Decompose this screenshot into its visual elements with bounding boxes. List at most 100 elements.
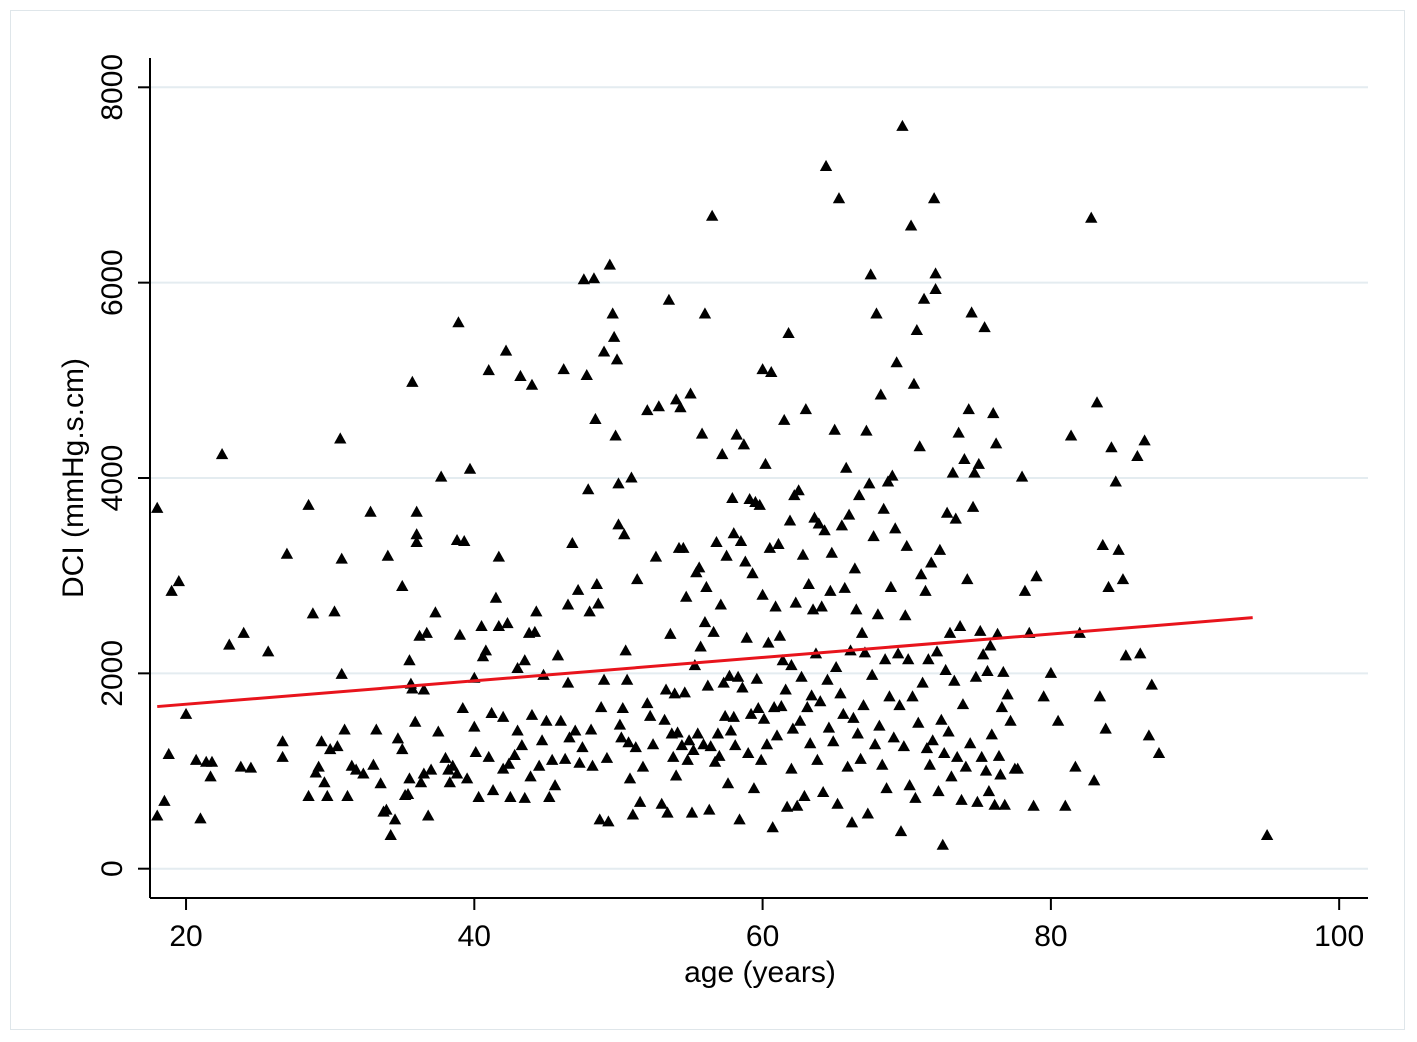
data-point-triangle — [971, 795, 984, 807]
data-point-triangle — [900, 539, 913, 551]
data-point-triangle — [727, 710, 740, 722]
data-point-triangle — [927, 192, 941, 204]
data-point-triangle — [597, 345, 611, 357]
data-point-triangle — [205, 755, 219, 767]
data-point-triangle — [603, 258, 616, 270]
data-point-triangle — [569, 724, 582, 736]
data-point-triangle — [819, 159, 833, 171]
data-point-triangle — [643, 709, 657, 721]
data-point-triangle — [899, 609, 912, 621]
data-point-triangle — [622, 736, 635, 748]
data-point-triangle — [620, 673, 634, 685]
data-point-triangle — [530, 605, 543, 617]
data-point-triangle — [916, 676, 929, 688]
data-point-triangle — [306, 607, 320, 619]
data-point-triangle — [524, 770, 537, 782]
data-point-triangle — [612, 518, 625, 530]
data-point-triangle — [667, 750, 680, 762]
data-point-triangle — [677, 541, 690, 553]
data-point-triangle — [551, 649, 565, 661]
x-tick-label: 60 — [746, 920, 779, 953]
data-point-triangle — [453, 628, 467, 640]
data-point-triangle — [381, 549, 395, 561]
data-point-triangle — [802, 577, 815, 590]
data-point-triangle — [744, 707, 758, 719]
data-point-triangle — [824, 584, 837, 596]
data-point-triangle — [633, 795, 647, 807]
data-point-triangle — [704, 740, 717, 752]
data-point-triangle — [982, 785, 996, 797]
data-point-triangle — [897, 740, 911, 752]
data-point-triangle — [476, 650, 490, 662]
data-point-triangle — [380, 803, 393, 815]
data-point-triangle — [543, 790, 556, 802]
data-point-triangle — [987, 407, 1000, 419]
data-point-triangle — [616, 702, 629, 714]
data-point-triangle — [452, 316, 465, 328]
data-point-triangle — [881, 475, 895, 487]
data-point-triangle — [854, 752, 867, 764]
data-point-triangle — [335, 552, 348, 564]
data-point-triangle — [850, 603, 863, 615]
y-tick-label: 2000 — [96, 640, 129, 707]
data-point-triangle — [486, 784, 500, 796]
data-point-triangle — [669, 769, 683, 781]
data-point-triangle — [472, 790, 485, 802]
data-point-triangle — [763, 541, 776, 553]
data-point-triangle — [906, 690, 919, 702]
data-point-triangle — [700, 580, 713, 592]
data-point-triangle — [315, 735, 328, 747]
data-point-triangle — [956, 698, 970, 710]
data-point-triangle — [917, 292, 931, 304]
data-point-triangle — [566, 536, 579, 548]
data-point-triangle — [848, 562, 862, 574]
data-point-triangle — [789, 596, 802, 608]
data-point-triangle — [573, 756, 586, 768]
data-point-triangle — [855, 626, 869, 638]
data-point-triangle — [204, 770, 217, 782]
data-point-triangle — [669, 393, 683, 405]
data-point-triangle — [978, 321, 991, 333]
data-point-triangle — [244, 761, 258, 773]
data-point-triangle — [718, 709, 732, 721]
data-point-triangle — [798, 789, 811, 801]
data-point-triangle — [952, 426, 965, 438]
data-point-triangle — [780, 800, 794, 812]
data-point-triangle — [752, 702, 765, 714]
data-point-triangle — [563, 731, 576, 743]
data-point-triangle — [976, 648, 990, 660]
data-point-triangle — [783, 514, 797, 526]
data-point-triangle — [926, 734, 939, 746]
data-point-triangle — [1085, 211, 1098, 223]
data-point-triangle — [1087, 774, 1101, 786]
data-point-triangle — [914, 568, 928, 580]
data-point-triangle — [582, 483, 595, 495]
data-point-triangle — [717, 676, 730, 688]
data-point-triangle — [701, 679, 715, 691]
data-point-triangle — [1044, 666, 1058, 678]
data-point-triangle — [886, 469, 899, 481]
data-point-triangle — [775, 700, 788, 712]
data-point-triangle — [367, 758, 380, 770]
data-point-triangle — [827, 735, 840, 747]
data-point-triangle — [760, 738, 774, 750]
data-point-triangle — [580, 368, 593, 380]
data-point-triangle — [726, 492, 739, 504]
data-point-triangle — [951, 750, 964, 762]
data-point-triangle — [276, 750, 289, 762]
data-point-triangle — [776, 654, 789, 666]
data-point-triangle — [837, 707, 850, 719]
data-point-triangle — [652, 400, 665, 412]
data-point-triangle — [1134, 647, 1147, 659]
data-point-triangle — [597, 673, 611, 685]
data-point-triangle — [759, 457, 772, 469]
data-point-triangle — [847, 711, 860, 723]
data-point-triangle — [558, 752, 572, 764]
data-point-triangle — [756, 363, 769, 375]
data-point-triangle — [533, 759, 546, 771]
data-point-triangle — [766, 821, 779, 833]
data-point-triangle — [615, 731, 628, 743]
data-point-triangle — [576, 741, 589, 753]
data-point-triangle — [234, 760, 247, 772]
data-point-triangle — [945, 770, 958, 782]
